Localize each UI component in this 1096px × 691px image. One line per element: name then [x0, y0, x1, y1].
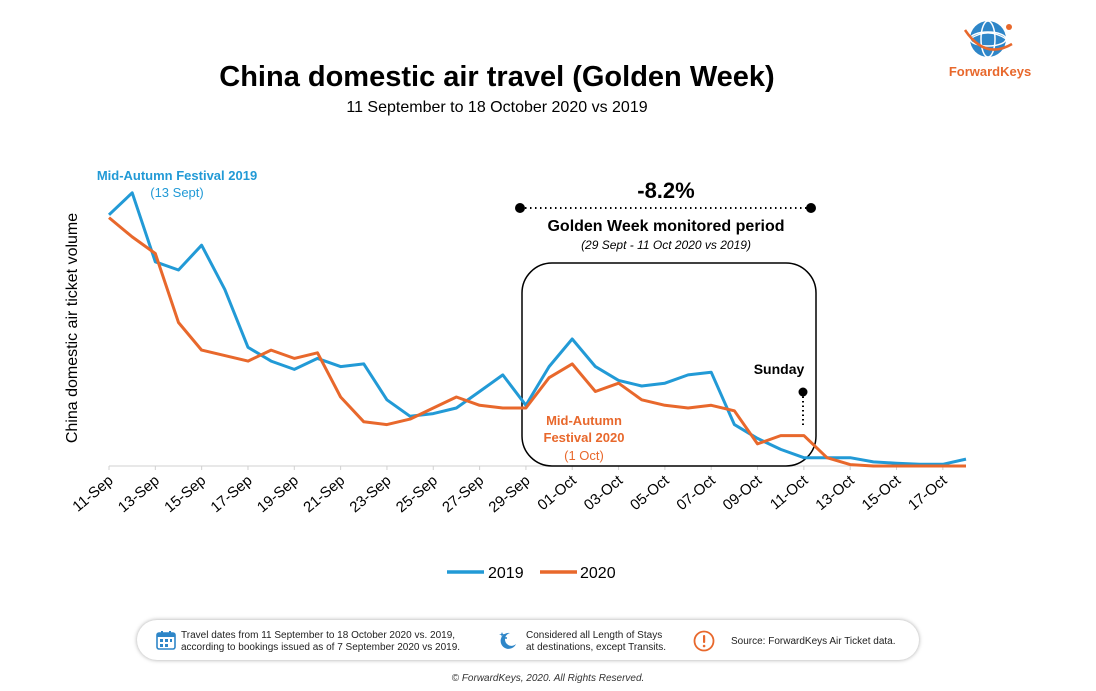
golden-week-box [521, 262, 817, 467]
x-tick-label: 17-Sep [208, 472, 256, 516]
x-tick-label: 13-Sep [115, 472, 163, 516]
x-tick-label: 23-Sep [347, 472, 395, 516]
legend-label-2019: 2019 [488, 565, 524, 582]
note-length-of-stay-line2: at destinations, except Transits. [526, 642, 667, 653]
x-tick-label: 09-Oct [720, 472, 766, 514]
x-tick-label: 29-Sep [486, 472, 534, 516]
x-tick-label: 27-Sep [439, 472, 487, 516]
x-tick-label: 11-Oct [767, 472, 812, 514]
calendar-icon [156, 631, 176, 650]
x-tick-label: 01-Oct [534, 472, 580, 514]
golden-week-span [515, 203, 816, 213]
note-length-of-stay-line1: Considered all Length of Stays [526, 630, 663, 641]
y-axis-label: China domestic air ticket volume [64, 213, 81, 443]
x-tick-label: 07-Oct [673, 472, 719, 514]
x-tick-label: 13-Oct [812, 472, 858, 514]
mid-autumn-2020-line1: Mid-Autumn [546, 413, 622, 428]
mid-autumn-2020-line2: Festival 2020 [544, 430, 625, 445]
copyright: © ForwardKeys, 2020. All Rights Reserved… [451, 673, 645, 684]
mid-autumn-2020-date: (1 Oct) [564, 448, 604, 463]
x-tick-label: 21-Sep [300, 472, 348, 516]
x-tick-label: 19-Sep [254, 472, 302, 516]
x-axis-ticks: 11-Sep13-Sep15-Sep17-Sep19-Sep21-Sep23-S… [69, 466, 951, 516]
x-tick-label: 17-Oct [905, 472, 951, 514]
globe-logo-icon [963, 20, 1013, 58]
exclamation-icon [693, 630, 715, 652]
note-travel-dates-line1: Travel dates from 11 September to 18 Oct… [181, 630, 456, 641]
legend-label-2020: 2020 [580, 565, 616, 582]
x-tick-label: 25-Sep [393, 472, 441, 516]
span-start-dot [515, 203, 525, 213]
note-length-of-stay: Considered all Length of Stays at destin… [526, 630, 666, 654]
x-tick-label: 05-Oct [627, 472, 673, 514]
golden-week-title: Golden Week monitored period [547, 218, 784, 235]
chart-title: China domestic air travel (Golden Week) [219, 61, 774, 93]
change-label: -8.2% [637, 178, 694, 203]
x-tick-label: 03-Oct [581, 472, 627, 514]
span-end-dot [806, 203, 816, 213]
chart-subtitle: 11 September to 18 October 2020 vs 2019 [346, 99, 647, 116]
x-tick-label: 11-Sep [69, 472, 116, 515]
sunday-dot [798, 387, 808, 397]
sunday-label: Sunday [754, 361, 805, 377]
note-source: Source: ForwardKeys Air Ticket data. [731, 636, 896, 647]
mid-autumn-2019-date: (13 Sept) [150, 185, 203, 200]
legend: 2019 2020 [447, 565, 616, 582]
footer-notes [137, 620, 919, 660]
moon-stars-icon [499, 632, 516, 649]
logo-text: ForwardKeys [949, 64, 1031, 79]
golden-week-subtitle: (29 Sept - 11 Oct 2020 vs 2019) [581, 238, 751, 252]
series-line-2020 [108, 216, 966, 468]
note-travel-dates: Travel dates from 11 September to 18 Oct… [181, 630, 460, 654]
x-tick-label: 15-Sep [161, 472, 209, 516]
mid-autumn-2019-title: Mid-Autumn Festival 2019 [97, 168, 257, 183]
series-layer [107, 191, 967, 468]
x-tick-label: 15-Oct [859, 472, 905, 514]
series-line-2019 [107, 191, 967, 466]
note-travel-dates-line2: according to bookings issued as of 7 Sep… [181, 642, 461, 653]
